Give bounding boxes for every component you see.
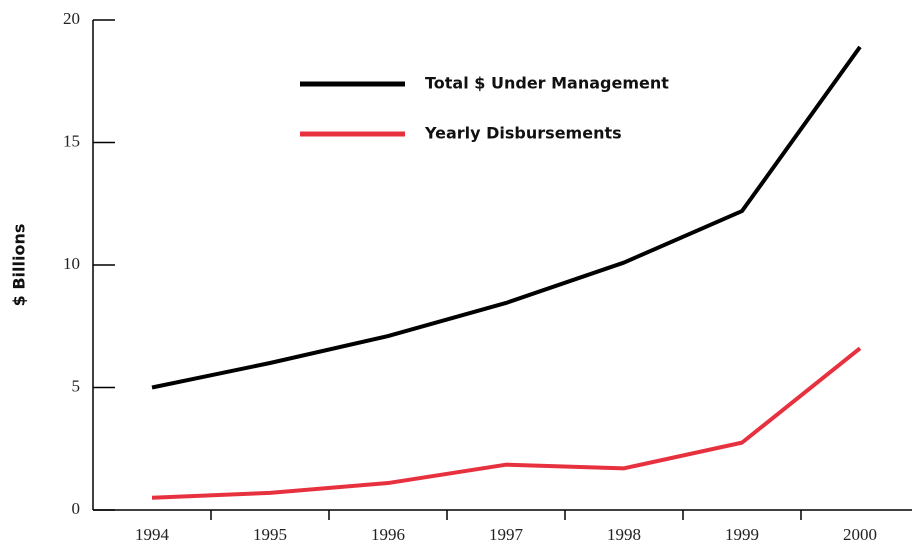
- x-tick-label: 1994: [135, 525, 170, 544]
- line-series: [151, 45, 862, 390]
- legend-label: Yearly Disbursements: [424, 124, 622, 143]
- line-series: [151, 346, 862, 500]
- x-tick-label: 1995: [253, 525, 287, 544]
- y-axis-label: $ Billions: [10, 224, 29, 307]
- legend-label: Total $ Under Management: [425, 74, 669, 93]
- y-tick-label: 20: [63, 9, 80, 28]
- x-tick-label: 1996: [371, 525, 405, 544]
- x-tick-label: 1997: [489, 525, 524, 544]
- x-tick-label: 1999: [725, 525, 759, 544]
- x-tick-label: 1998: [607, 525, 641, 544]
- y-tick-label: 10: [63, 254, 80, 273]
- y-tick-label: 15: [63, 131, 80, 150]
- x-tick-label: 2000: [843, 525, 877, 544]
- y-tick-label: 5: [72, 376, 81, 395]
- y-tick-label: 0: [72, 499, 81, 518]
